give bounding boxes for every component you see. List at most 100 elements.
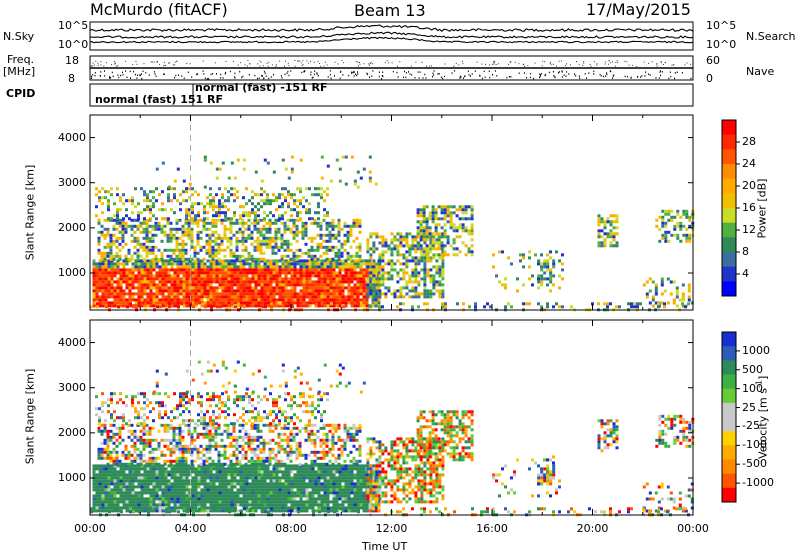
velocity-cell <box>218 479 222 483</box>
power-cell <box>322 239 326 243</box>
velocity-cell <box>245 479 249 483</box>
power-cell <box>190 233 194 237</box>
velocity-cell <box>110 482 114 486</box>
velocity-cell <box>284 470 288 474</box>
power-cell <box>200 292 204 296</box>
power-cell <box>272 292 276 296</box>
power-cell <box>262 218 266 222</box>
power-cell <box>446 238 450 242</box>
power-cell <box>203 205 206 209</box>
power-cell <box>125 268 129 272</box>
nave-dot <box>183 77 185 79</box>
velocity-cell <box>263 482 267 486</box>
power-cell <box>205 221 209 225</box>
power-cell <box>100 230 104 234</box>
power-cell <box>104 289 108 293</box>
power-cell <box>247 254 251 258</box>
velocity-cell <box>182 473 186 477</box>
power-cell <box>390 265 394 269</box>
power-cell <box>161 217 164 221</box>
velocity-cell <box>290 494 294 498</box>
freq-dot <box>493 61 494 63</box>
power-cell <box>498 280 501 284</box>
nave-dot <box>174 76 176 79</box>
power-cell <box>167 199 170 203</box>
power-cell <box>107 199 110 203</box>
velocity-cell <box>119 470 123 474</box>
power-cell <box>179 292 183 296</box>
power-cell <box>369 292 373 296</box>
power-cell <box>194 283 198 287</box>
power-cell <box>172 227 176 231</box>
power-cell <box>655 218 659 222</box>
power-cell <box>188 262 192 266</box>
power-cell <box>236 295 240 299</box>
power-cell <box>185 295 189 299</box>
power-cell <box>96 305 99 309</box>
power-cell <box>296 283 300 287</box>
nave-dot <box>568 73 570 75</box>
power-cell <box>320 155 324 159</box>
velocity-cell <box>230 464 234 468</box>
power-cell <box>319 245 323 249</box>
velocity-cell <box>113 503 117 507</box>
power-cell <box>146 193 149 197</box>
power-cell <box>256 221 260 225</box>
nave-dot <box>281 77 283 79</box>
power-cell <box>615 220 619 224</box>
power-cell <box>178 257 182 261</box>
nave-dot <box>599 73 601 76</box>
power-cell <box>274 242 278 246</box>
power-cell <box>204 305 207 309</box>
power-cell <box>305 286 309 290</box>
velocity-cell <box>122 473 126 477</box>
power-cell <box>328 221 332 225</box>
power-cell <box>280 233 284 237</box>
velocity-cell <box>200 494 204 498</box>
nave-dot <box>681 72 683 74</box>
power-cell <box>455 214 459 218</box>
power-cell <box>229 224 233 228</box>
power-cell <box>381 305 384 309</box>
freq-dot <box>576 61 577 62</box>
velocity-cell <box>272 479 276 483</box>
power-cell <box>125 199 128 203</box>
power-cell <box>278 289 282 293</box>
power-cell <box>230 277 234 281</box>
velocity-cell <box>254 464 258 468</box>
power-cell <box>128 298 132 302</box>
power-cell <box>350 155 354 159</box>
power-cell <box>218 259 222 263</box>
power-cell <box>167 262 171 266</box>
velocity-cell <box>245 500 249 504</box>
velocity-cell <box>98 491 102 495</box>
power-cell <box>103 236 107 240</box>
power-cell <box>152 259 156 263</box>
power-cell <box>266 298 270 302</box>
power-cell <box>209 289 213 293</box>
power-cell <box>262 251 266 255</box>
velocity-cell <box>104 464 108 468</box>
power-cell <box>110 292 114 296</box>
power-cell <box>221 292 225 296</box>
power-cell <box>443 250 447 254</box>
power-cell <box>329 265 333 269</box>
velocity-cell <box>101 488 105 492</box>
velocity-cell <box>176 464 180 468</box>
velocity-cell <box>233 464 237 468</box>
power-cell <box>100 251 104 255</box>
power-cell <box>283 221 287 225</box>
power-cell <box>317 292 321 296</box>
velocity-cell <box>173 488 177 492</box>
power-cell <box>290 193 293 197</box>
power-cell <box>346 254 350 258</box>
velocity-cell <box>131 500 135 504</box>
power-cell <box>179 283 183 287</box>
velocity-cell <box>92 509 96 513</box>
power-cell <box>178 236 182 240</box>
power-cell <box>561 277 564 281</box>
power-cell <box>166 221 170 225</box>
power-cell <box>305 304 309 308</box>
power-cell <box>185 217 188 221</box>
power-cell <box>269 295 273 299</box>
